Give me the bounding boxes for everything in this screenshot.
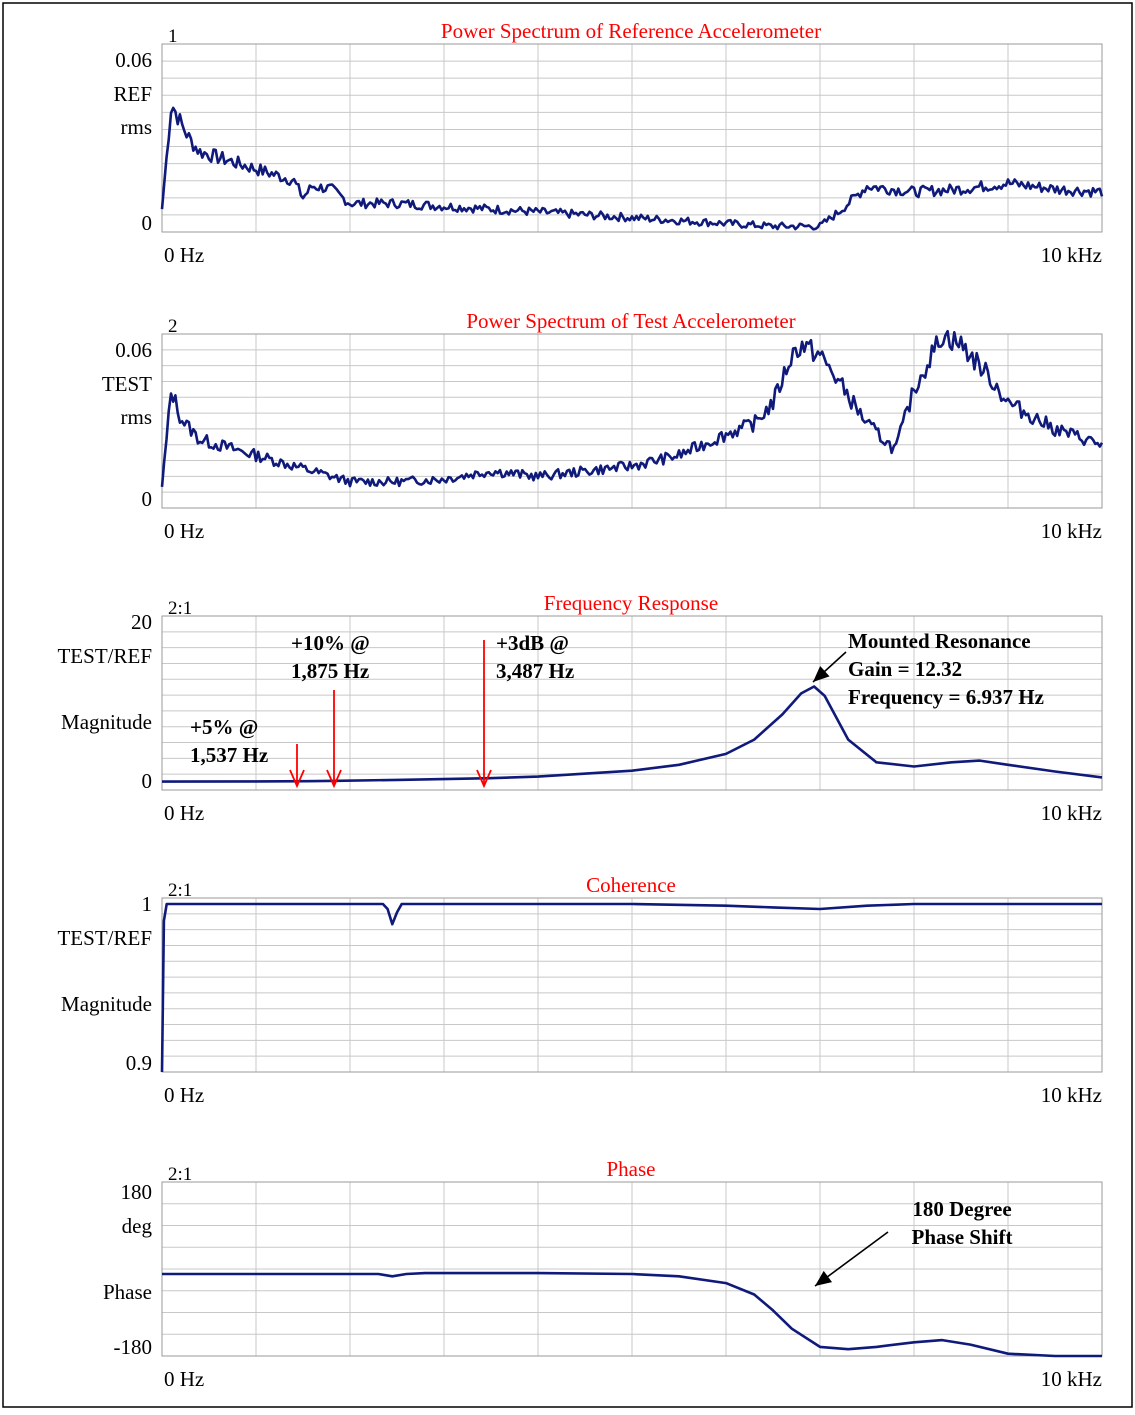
chart-panel-coh: Coherence 2:1 1 0.9 TEST/REF Magnitude 0 Hz 10 … xyxy=(57,873,1103,1107)
annotation-text: Phase Shift xyxy=(912,1225,1013,1249)
y-axis-label: rms xyxy=(121,405,153,429)
y-tick-label-top: 0.06 xyxy=(115,48,152,72)
annotation-arrowhead xyxy=(476,769,492,789)
chart-panel-phase: Phase 2:1 180 -180 deg Phase 0 Hz 10 kHz 180 Deg… xyxy=(103,1157,1103,1391)
y-axis-label: Phase xyxy=(103,1280,152,1304)
y-tick-label-bottom: 0 xyxy=(142,487,153,511)
annotation-arrowhead xyxy=(815,1270,833,1286)
panel-number: 2:1 xyxy=(168,598,192,619)
chart-title: Frequency Response xyxy=(544,591,718,615)
series-line-ref xyxy=(160,106,1104,231)
y-axis-label: Magnitude xyxy=(61,710,152,734)
annotation-text: Gain = 12.32 xyxy=(848,657,962,681)
annotation-arrowhead xyxy=(326,769,342,789)
y-axis-label: TEST/REF xyxy=(57,644,152,668)
annotation-text: +10% @ xyxy=(291,631,370,655)
y-tick-label-top: 1 xyxy=(142,892,153,916)
y-axis-label: REF xyxy=(113,82,152,106)
panel-number: 2 xyxy=(168,316,178,337)
y-axis-label: TEST xyxy=(102,372,152,396)
y-tick-label-bottom: 0.9 xyxy=(126,1051,152,1075)
y-axis-label: deg xyxy=(122,1214,153,1238)
y-tick-label-bottom: 0 xyxy=(142,211,153,235)
chart-title: Power Spectrum of Reference Acceleromete… xyxy=(441,19,821,43)
series-line-phase xyxy=(162,1271,1102,1358)
annotation-text: 1,537 Hz xyxy=(190,743,268,767)
x-tick-label-end: 10 kHz xyxy=(1041,243,1102,267)
annotation: 180 Degree Phase Shift xyxy=(814,1197,1013,1287)
y-tick-label-top: 0.06 xyxy=(115,338,152,362)
y-axis-label: Magnitude xyxy=(61,992,152,1016)
annotation: Mounted Resonance Gain = 12.32 Frequency =… xyxy=(812,629,1044,709)
annotation-text: 180 Degree xyxy=(912,1197,1011,1221)
annotation-text: Frequency = 6.937 Hz xyxy=(848,685,1044,709)
chart-panel-ref: Power Spectrum of Reference Acceleromete… xyxy=(113,19,1104,267)
chart-title: Coherence xyxy=(586,873,676,897)
annotation-text: 1,875 Hz xyxy=(291,659,369,683)
panel-number: 2:1 xyxy=(168,1164,192,1185)
chart-title: Phase xyxy=(607,1157,656,1181)
y-tick-label-top: 20 xyxy=(131,610,152,634)
x-tick-label-end: 10 kHz xyxy=(1041,519,1102,543)
panel-number: 1 xyxy=(168,26,178,47)
plot-area xyxy=(161,615,1103,791)
annotation: +10% @ 1,875 Hz xyxy=(291,631,370,789)
panel-number: 2:1 xyxy=(168,880,192,901)
x-tick-label-start: 0 Hz xyxy=(164,519,204,543)
y-tick-label-top: 180 xyxy=(121,1180,153,1204)
y-axis-label: rms xyxy=(121,115,153,139)
x-tick-label-start: 0 Hz xyxy=(164,1367,204,1391)
series-line-coh xyxy=(160,902,1102,1073)
x-tick-label-start: 0 Hz xyxy=(164,801,204,825)
chart-panel-test: Power Spectrum of Test Accelerometer 2 0.0… xyxy=(102,309,1104,543)
annotation-text: +3dB @ xyxy=(496,631,569,655)
chart-panel-freq: Frequency Response 2:1 20 0 TEST/REF Magnitud… xyxy=(57,591,1103,825)
series-line-test xyxy=(160,329,1104,488)
chart-title: Power Spectrum of Test Accelerometer xyxy=(466,309,795,333)
annotation-text: +5% @ xyxy=(190,715,258,739)
annotation-arrowhead xyxy=(813,666,830,682)
annotation: +3dB @ 3,487 Hz xyxy=(476,631,574,789)
x-tick-label-end: 10 kHz xyxy=(1041,1367,1102,1391)
x-tick-label-start: 0 Hz xyxy=(164,1083,204,1107)
y-tick-label-bottom: 0 xyxy=(142,769,153,793)
x-tick-label-end: 10 kHz xyxy=(1041,801,1102,825)
y-axis-label: TEST/REF xyxy=(57,926,152,950)
x-tick-label-start: 0 Hz xyxy=(164,243,204,267)
annotation-text: 3,487 Hz xyxy=(496,659,574,683)
series-line-freq xyxy=(161,685,1103,783)
annotation: +5% @ 1,537 Hz xyxy=(190,715,305,789)
plot-area xyxy=(161,43,1103,233)
y-tick-label-bottom: -180 xyxy=(114,1335,153,1359)
plot-area xyxy=(161,1181,1103,1357)
annotation-text: Mounted Resonance xyxy=(848,629,1031,653)
plot-area xyxy=(161,333,1103,509)
x-tick-label-end: 10 kHz xyxy=(1041,1083,1102,1107)
annotation-arrowhead xyxy=(289,769,305,789)
